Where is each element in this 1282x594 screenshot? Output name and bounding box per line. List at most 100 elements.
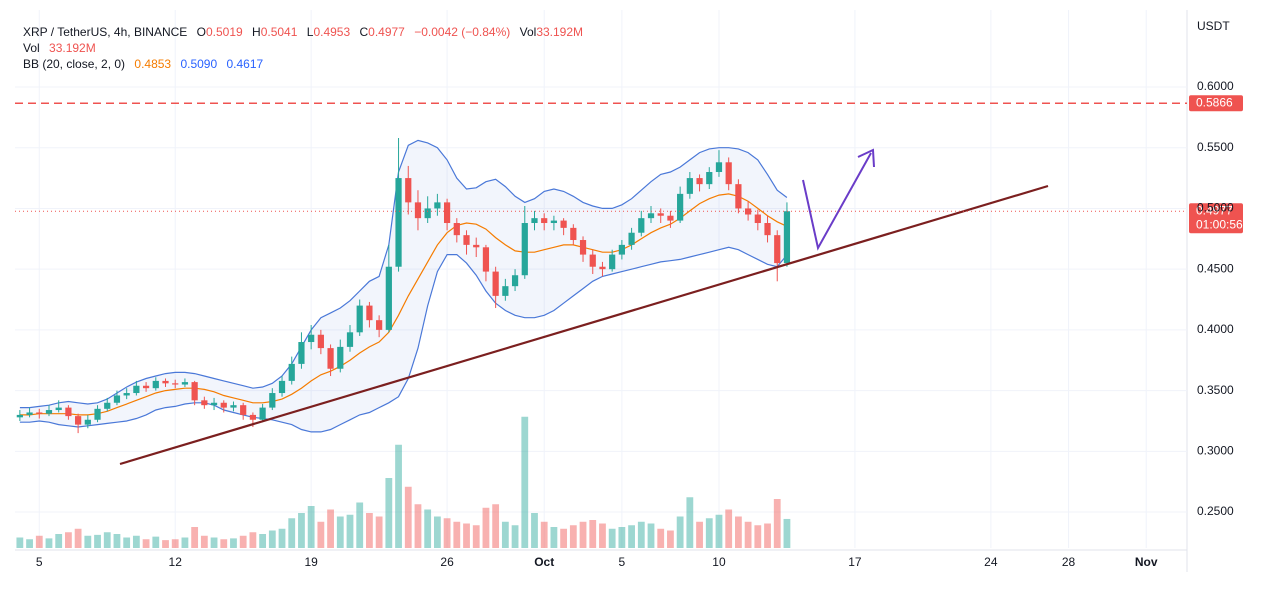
candle-body [308,334,315,343]
x-tick-label: 17 [848,555,862,569]
bb-upper [19,139,788,409]
volume-bar [132,535,140,548]
volume-bar [579,521,587,548]
y-tick-label: 0.2500 [1197,504,1234,518]
candle-body [424,208,431,219]
candle-body [521,223,528,276]
candle-body [210,402,218,406]
candle-body [356,305,363,333]
price-countdown: 01:00:56 [1196,217,1243,231]
candle-body [395,178,402,267]
volume-bar [230,538,237,548]
grid [15,10,1187,548]
candle-body [152,380,159,389]
volume-bar [667,530,674,548]
candle-body [531,218,538,224]
y-tick-label: 0.3000 [1197,444,1234,458]
volume-bar [171,539,179,548]
candle-body [75,416,82,425]
candle-body [366,305,373,321]
candle-body [482,247,490,272]
candle-body [609,254,616,270]
volume-bar [424,509,432,548]
candle-body [414,202,422,219]
candle-body [317,334,324,349]
volume-bar [45,538,53,548]
volume-bar [55,534,63,548]
low-value: 0.4953 [313,25,351,39]
volume-bar [472,525,480,548]
bb-lower [19,246,788,433]
volume-bar [336,516,344,548]
open-value: 0.5019 [205,25,243,39]
y-tick-label: 0.3500 [1197,383,1234,397]
volume-bar [657,528,665,548]
volume-bar [676,516,684,548]
y-tick-label: 0.5500 [1197,140,1234,154]
candle-body [269,393,276,408]
y-tick-label: 0.4500 [1197,261,1234,275]
volume-bar [754,525,762,548]
candle-body [541,218,548,224]
volume-bar [463,523,470,548]
volume-bar [94,534,101,548]
volume-bar [317,521,325,548]
volume-bar [268,530,276,548]
candle-body [589,254,596,267]
y-tick-label: 0.4000 [1197,322,1234,336]
x-tick-label: Nov [1135,555,1158,569]
volume-bar [35,535,43,548]
candle-body [36,412,43,414]
x-tick-label: 24 [984,555,998,569]
volume-bar [356,502,364,548]
high-value: 0.5041 [260,25,298,39]
x-tick-label: 5 [619,555,626,569]
volume-bar [123,537,131,548]
volume-bar [26,539,33,548]
volume-bar [628,525,635,548]
candle-body [686,178,693,194]
bb-basis [19,193,788,416]
candle-body [628,232,635,245]
volume-bar [560,528,568,548]
volume-bar [113,534,121,548]
bb-lower-value: 0.4617 [226,57,264,71]
volume-bar [744,521,752,548]
volume-bar [366,513,373,548]
x-tick-label: 10 [712,555,726,569]
price-axis-unit: USDT [1197,19,1230,33]
volume-bar [589,520,597,548]
bb-line: BB (20, close, 2, 0) 0.4853 0.5090 0.461… [23,56,583,72]
volume-bar [191,527,199,548]
candle-body [774,235,781,264]
vol-label: Vol [519,25,537,39]
candle-body [94,408,101,420]
vol-indicator-value: 33.192M [49,41,96,55]
candle-body [511,275,519,287]
candle-body [327,348,334,369]
vol-value: 33.192M [536,25,584,39]
bollinger-bands [19,139,788,433]
volume-bar [696,521,703,548]
volume-bar [249,532,257,548]
candles [16,138,791,434]
volume-bar [84,535,92,548]
axes: 0.6000 0.5500 0.5000 0.4500 0.4000 0.3500 0.30… [36,79,1234,569]
volume-bar [298,513,305,548]
candle-body [706,172,713,185]
candle-body [172,383,179,385]
price-label-box [1189,203,1243,234]
volume-bar [725,509,733,548]
candle-body [181,382,189,385]
open-label: O [196,25,206,39]
candle-body [502,286,509,296]
candle-body [550,220,558,224]
volume-bar [65,532,72,548]
candle-body [113,395,121,403]
symbol-line: XRP / TetherUS, 4h, BINANCE O0.5019 H0.5… [23,24,583,40]
candle-body [84,419,91,425]
candle-body [657,213,664,216]
candle-body [783,211,791,264]
candle-body [725,162,732,185]
candle-body [337,346,344,369]
